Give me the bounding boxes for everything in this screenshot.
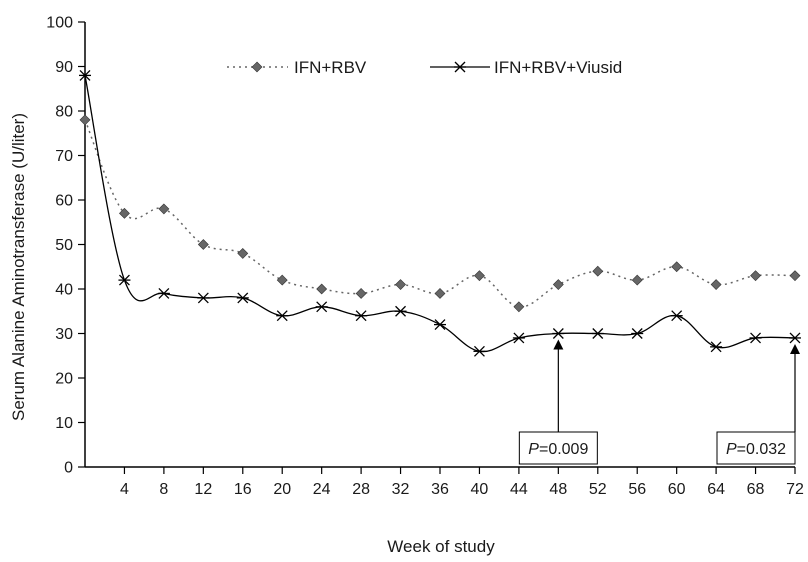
data-point (355, 310, 368, 322)
data-point (157, 287, 170, 299)
x-tick-label: 64 (707, 481, 725, 498)
arrowhead-icon (790, 343, 800, 354)
data-point (710, 279, 722, 290)
data-point (474, 270, 485, 282)
data-point (789, 270, 801, 282)
x-tick-label: 56 (628, 481, 646, 498)
arrowhead-icon (553, 339, 564, 350)
x-tick-label: 28 (352, 481, 370, 498)
x-axis-title: Week of study (387, 537, 495, 556)
y-tick-label: 40 (55, 282, 73, 299)
data-point (670, 310, 683, 322)
data-point (394, 305, 407, 317)
annotation-box (716, 431, 796, 465)
data-point (631, 328, 644, 339)
data-point (710, 341, 723, 353)
data-point (591, 328, 604, 339)
legend-marker (454, 61, 466, 73)
y-axis-title: Serum Alanine Aminotransferase (U/liter) (9, 113, 28, 421)
y-tick-label: 70 (55, 148, 73, 165)
data-point (355, 288, 367, 299)
data-point (158, 203, 170, 215)
data-point (552, 328, 565, 339)
chart-annotations: P=0.009 P=0.032 (518, 339, 800, 465)
annotation-label: P=0.032 (726, 441, 786, 458)
data-point (749, 332, 762, 344)
data-point (276, 310, 289, 322)
y-tick-label: 90 (55, 59, 73, 76)
y-tick-label: 20 (55, 371, 73, 388)
x-tick-label: 24 (313, 481, 331, 498)
series-line (84, 75, 796, 353)
x-tick-label: 36 (431, 481, 449, 498)
legend-item-2: IFN+RBV+Viusid (430, 58, 622, 77)
y-tick-label: 10 (55, 415, 73, 432)
data-point (513, 301, 525, 313)
data-point (434, 288, 446, 299)
x-tick-label: 8 (159, 481, 168, 498)
x-tick-label: 16 (234, 481, 252, 498)
chart-series (79, 69, 801, 357)
x-tick-label: 72 (786, 481, 804, 498)
annotation-box (518, 431, 598, 465)
p-value-annotation: P=0.009 (518, 339, 598, 465)
data-point (79, 114, 91, 126)
legend-label: IFN+RBV+Viusid (494, 58, 622, 77)
series-1 (79, 114, 801, 313)
y-tick-label: 100 (46, 15, 73, 32)
data-point (316, 283, 328, 295)
y-tick-label: 30 (55, 326, 73, 343)
data-point (473, 345, 486, 357)
series-line (84, 119, 796, 308)
legend-label: IFN+RBV (294, 58, 367, 77)
annotation-label: P=0.009 (528, 441, 588, 458)
x-tick-label: 68 (747, 481, 765, 498)
data-point (197, 239, 209, 250)
data-point (592, 265, 604, 277)
data-point (236, 292, 249, 304)
x-tick-label: 20 (273, 481, 291, 498)
y-tick-label: 50 (55, 237, 73, 254)
series-2 (79, 69, 801, 357)
y-tick-label: 60 (55, 193, 73, 210)
data-point (276, 274, 288, 286)
x-tick-label: 12 (194, 481, 212, 498)
data-point (671, 261, 683, 273)
x-tick-label: 60 (668, 481, 686, 498)
x-tick-label: 48 (549, 481, 567, 498)
x-tick-label: 32 (392, 481, 410, 498)
data-point (79, 69, 91, 81)
data-point (631, 274, 643, 286)
data-point (789, 332, 801, 344)
legend-marker (251, 61, 263, 73)
x-tick-label: 4 (120, 481, 129, 498)
data-point (552, 279, 564, 290)
data-point (750, 270, 761, 282)
data-point (197, 292, 210, 304)
legend-item-1: IFN+RBV (227, 58, 367, 77)
y-tick-label: 80 (55, 104, 73, 121)
x-tick-label: 44 (510, 481, 528, 498)
data-point (434, 319, 446, 331)
data-point (119, 207, 130, 219)
x-tick-label: 40 (471, 481, 489, 498)
data-point (315, 301, 328, 313)
data-point (237, 247, 249, 259)
p-value-annotation: P=0.032 (716, 343, 800, 465)
y-tick-label: 0 (64, 460, 73, 477)
x-tick-label: 52 (589, 481, 607, 498)
chart-legend: IFN+RBV IFN+RBV+Viusid (227, 58, 622, 77)
data-point (395, 279, 406, 290)
data-point (512, 332, 525, 344)
data-point (118, 274, 131, 286)
chart-axes (84, 22, 795, 468)
